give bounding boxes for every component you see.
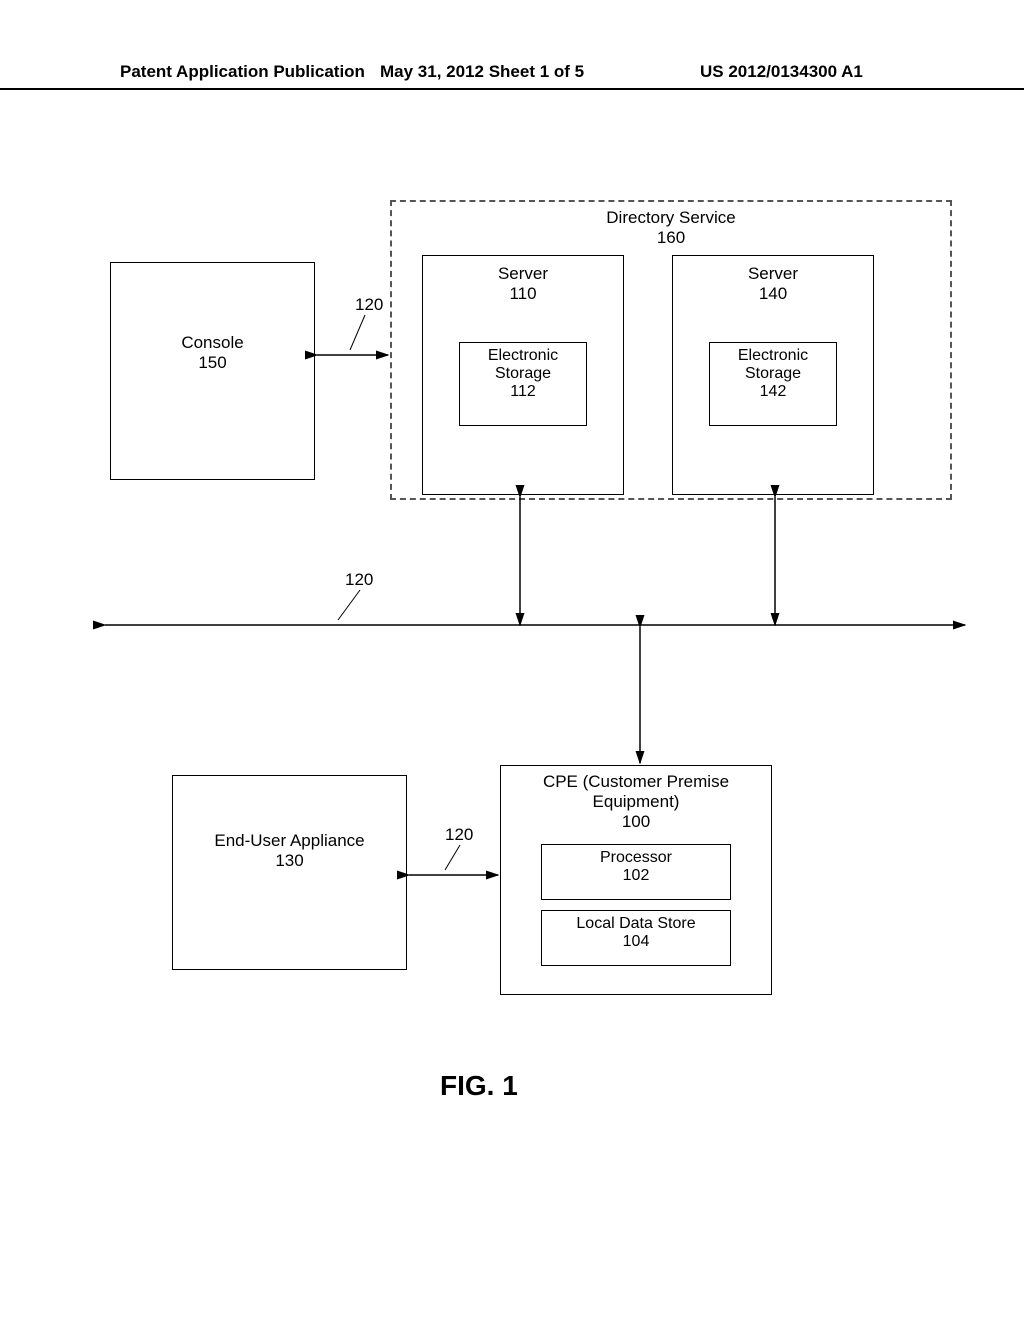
connectors: [110, 190, 970, 1090]
figure-caption: FIG. 1: [440, 1070, 518, 1102]
diagram-area: Directory Service 160 Server 110 Electro…: [110, 190, 970, 1090]
header-center: May 31, 2012 Sheet 1 of 5: [380, 62, 584, 82]
header-left: Patent Application Publication: [120, 62, 365, 82]
page-header: Patent Application Publication May 31, 2…: [0, 82, 1024, 90]
header-right: US 2012/0134300 A1: [700, 62, 863, 82]
page: Patent Application Publication May 31, 2…: [0, 0, 1024, 1320]
